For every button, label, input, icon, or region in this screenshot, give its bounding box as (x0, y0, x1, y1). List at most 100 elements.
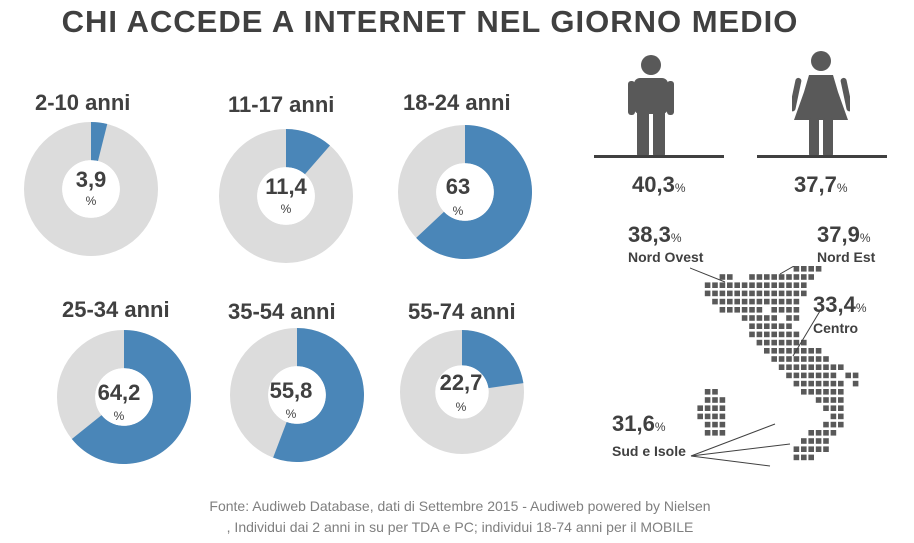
map-dot (704, 405, 711, 411)
map-dot (697, 405, 703, 411)
age-label: 2-10 anni (35, 90, 131, 115)
map-dot (815, 266, 822, 272)
map-dot (719, 413, 726, 420)
map-dot (734, 307, 740, 313)
map-dot (778, 307, 785, 313)
map-dot (704, 413, 711, 420)
map-dot (815, 397, 822, 403)
map-dot (778, 331, 785, 338)
map-dot (749, 331, 755, 338)
map-dot (778, 339, 785, 346)
map-dot (801, 446, 807, 452)
map-dot (749, 315, 755, 321)
map-dot (719, 290, 726, 297)
map-dot (793, 290, 800, 297)
map-dot (793, 380, 800, 387)
map-dot (808, 454, 814, 461)
age-label: 55-74 anni (408, 299, 516, 324)
nord-est-value: 37,9% (817, 222, 871, 247)
map-dot (778, 323, 785, 329)
donut-hole (268, 366, 326, 424)
map-dot (801, 290, 807, 297)
map-dot (852, 380, 859, 387)
woman-icon (792, 51, 850, 156)
map-dot (808, 274, 814, 280)
map-dot (808, 446, 814, 452)
map-dot (808, 380, 814, 387)
map-dot (727, 274, 733, 280)
map-dot (704, 290, 711, 297)
map-dot (793, 307, 800, 313)
map-dot (771, 307, 777, 313)
donut-chart (398, 125, 532, 259)
map-dot (697, 413, 703, 420)
map-dot (764, 331, 770, 338)
map-dot (712, 389, 718, 395)
map-dot (741, 290, 748, 297)
map-dot (838, 413, 844, 420)
map-dot (719, 282, 726, 288)
percent-sign: % (285, 407, 297, 421)
map-dot (771, 290, 777, 297)
map-dot (704, 282, 711, 288)
age-label: 18-24 anni (403, 90, 511, 115)
map-dot (793, 298, 800, 305)
map-dot (771, 315, 777, 321)
map-dot (801, 438, 807, 444)
map-dot (719, 421, 726, 428)
map-dot (801, 364, 807, 370)
map-dot (719, 397, 726, 403)
donut-segment (286, 129, 330, 175)
map-dot (764, 339, 770, 346)
map-dot (823, 364, 829, 370)
map-dot (830, 397, 837, 403)
map-dot (793, 266, 800, 272)
map-dot (764, 290, 770, 297)
donut-segment (416, 125, 532, 259)
map-dot (801, 266, 807, 272)
map-dot (830, 413, 837, 420)
map-dot (727, 282, 733, 288)
map-dot (749, 298, 755, 305)
map-dot (764, 274, 770, 280)
centro-label: Centro (813, 320, 859, 336)
age-label: 25-34 anni (62, 297, 170, 322)
map-dot (830, 389, 837, 395)
map-dot (719, 430, 726, 436)
map-dot (771, 274, 777, 280)
map-dot (815, 438, 822, 444)
map-dot (808, 348, 814, 354)
map-dot (756, 274, 763, 280)
map-dot (749, 307, 755, 313)
map-dot (727, 290, 733, 297)
map-dot (786, 339, 792, 346)
map-dot (771, 356, 777, 362)
map-dot (838, 380, 844, 387)
map-dot (815, 364, 822, 370)
percent-sign: % (455, 400, 467, 414)
map-dot (734, 282, 740, 288)
map-dot (823, 421, 829, 428)
male-value: 40,3% (632, 172, 686, 197)
map-dot (727, 298, 733, 305)
map-dot (749, 274, 755, 280)
source-line-2: , Individui dai 2 anni in su per TDA e P… (226, 519, 694, 535)
map-dot (719, 274, 726, 280)
donut-hole (62, 160, 120, 218)
map-dot (801, 380, 807, 387)
sud-isole-value: 31,6% (612, 411, 666, 436)
map-dot (786, 372, 792, 379)
map-dot (764, 298, 770, 305)
age-label: 35-54 anni (228, 299, 336, 324)
map-dot (741, 282, 748, 288)
map-dot (808, 430, 814, 436)
map-dot (778, 298, 785, 305)
map-dot (756, 298, 763, 305)
map-dot (712, 413, 718, 420)
map-dot (764, 348, 770, 354)
map-dot (801, 339, 807, 346)
map-dot (801, 356, 807, 362)
map-dot (801, 348, 807, 354)
map-dot (793, 274, 800, 280)
map-dot (712, 405, 718, 411)
